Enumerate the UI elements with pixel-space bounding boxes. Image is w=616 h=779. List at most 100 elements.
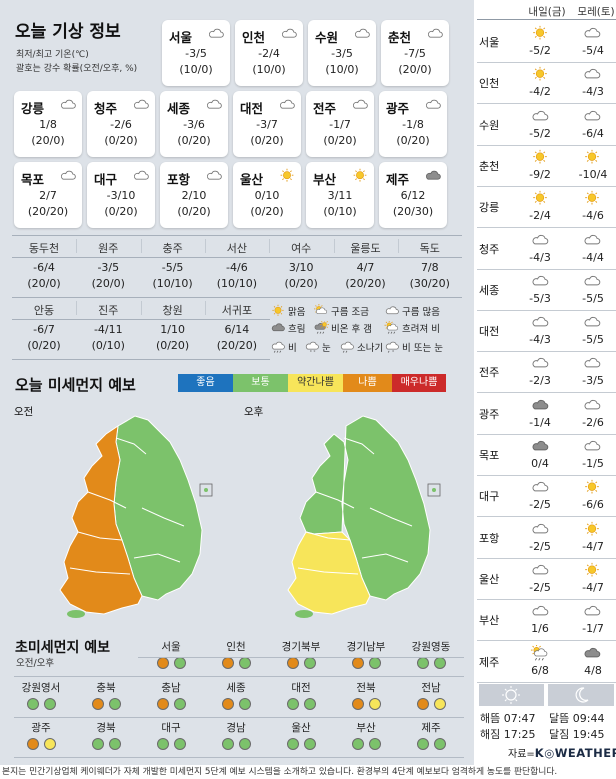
- table-divider: [76, 301, 78, 315]
- dust-level-tag: 나쁨: [343, 374, 392, 392]
- pm25-region: 부산: [333, 720, 399, 756]
- day2-temp: 4/8: [584, 663, 602, 677]
- table-rule: [12, 297, 462, 298]
- cloud-icon: [131, 97, 151, 113]
- region-name: 동두천: [28, 242, 60, 255]
- rain-icon: [270, 340, 286, 354]
- legend-item: * * 눈: [304, 340, 331, 354]
- sun-outline-icon: [502, 686, 520, 704]
- header-divider: [477, 19, 616, 20]
- region-rain: (20/0): [27, 277, 61, 290]
- pm25-region-name: 부산: [356, 722, 376, 734]
- forecast-city: 청주: [479, 242, 500, 256]
- cloud-icon: [529, 521, 551, 538]
- left-panel: 오늘 기상 정보 최저/최고 기온(℃) 괄호는 강수 확률(오전/오후, %)…: [0, 0, 474, 765]
- forecast-row: 춘천 -9/2 -10/4: [477, 146, 616, 186]
- sun-rain-icon: [384, 320, 400, 335]
- dark-cloud-icon: [270, 321, 286, 335]
- city-temp: -3/5: [185, 47, 207, 60]
- cloud-icon: [581, 25, 603, 42]
- svg-text:* *: * *: [310, 349, 316, 354]
- city-name: 대전: [240, 101, 264, 116]
- table-divider: [204, 239, 206, 253]
- cloud-icon: [529, 603, 551, 620]
- region-cell: 안동 -6/7 (0/20): [12, 297, 76, 359]
- am-level-dot: [91, 698, 104, 710]
- city-name: 춘천: [388, 30, 412, 45]
- cloud-icon: [352, 26, 372, 42]
- pm-label: 오후: [244, 406, 264, 418]
- sun-icon: [581, 562, 603, 579]
- table-rule: [12, 235, 462, 236]
- city-card: 강릉 1/8 (20/0): [14, 91, 82, 157]
- city-temp: 1/8: [39, 118, 57, 131]
- region-name: 충주: [162, 242, 183, 255]
- city-rain: (0/20): [250, 134, 284, 147]
- forecast-city: 수원: [479, 118, 500, 132]
- pm25-region: 충남: [138, 680, 204, 716]
- table-divider: [204, 301, 206, 315]
- city-rain: (0/20): [104, 205, 138, 218]
- pm25-region: 대구: [138, 720, 204, 756]
- am-label: 오전: [14, 406, 34, 418]
- forecast-panel: 내일(금) 모레(토) 서울 -5/2 -5/4 인천 -4/2 -4/3 수원 -5/2 -6…: [477, 0, 616, 765]
- forecast-city: 대구: [479, 490, 500, 504]
- region-name: 여수: [291, 242, 312, 255]
- region-cell: 여수 3/10 (0/20): [269, 235, 333, 297]
- moonrise: 달뜸 09:44: [549, 712, 605, 725]
- forecast-city: 서울: [479, 36, 500, 49]
- am-level-dot: [351, 698, 364, 710]
- row-divider: [477, 309, 616, 311]
- am-level-dot: [26, 738, 39, 750]
- pm25-region: 경남: [203, 720, 269, 756]
- city-name: 청주: [94, 101, 118, 116]
- region-rain: (0/20): [27, 339, 61, 352]
- forecast-city: 목포: [479, 449, 500, 462]
- dust-title: 오늘 미세먼지 예보: [15, 376, 136, 394]
- city-temp: -3/6: [183, 118, 205, 131]
- day1-temp: -2/5: [529, 580, 551, 594]
- region-temp: -4/6: [226, 261, 248, 274]
- pm25-subtitle: 오전/오후: [16, 658, 55, 669]
- region-rain: (10/10): [216, 277, 258, 290]
- sunrise: 해뜸 07:47: [480, 712, 536, 725]
- pm25-region: 전북: [333, 680, 399, 716]
- kweather-logo: K◎WEATHER: [534, 746, 616, 760]
- region-name: 독도: [419, 242, 440, 255]
- legend-item: 흐려져 비: [384, 320, 440, 335]
- cloud-icon: [350, 97, 370, 113]
- legend-label: 흐려져 비: [402, 324, 440, 335]
- day2-temp: -2/6: [582, 415, 604, 429]
- day2-temp: -4/4: [582, 250, 604, 264]
- region-rain: (0/20): [284, 277, 318, 290]
- region-cell: 충주 -5/5 (10/10): [141, 235, 205, 297]
- pm25-region-name: 전북: [356, 682, 376, 694]
- region-rain: (10/10): [152, 277, 193, 290]
- day2-temp: -6/6: [582, 498, 604, 512]
- sun-cloud-icon: [313, 304, 329, 318]
- day2-temp: -5/5: [582, 291, 604, 305]
- pm25-region-name: 대전: [291, 682, 311, 694]
- cloud-icon: [529, 232, 551, 249]
- day1-temp: -2/3: [529, 374, 551, 388]
- forecast-city: 세종: [479, 283, 500, 297]
- city-card: 전주 -1/7 (0/20): [306, 91, 374, 157]
- region-temp: 1/10: [160, 323, 185, 336]
- pm25-region: 강원영서: [8, 680, 74, 716]
- row-divider: [477, 144, 616, 146]
- pm-level-dot: [433, 657, 446, 669]
- forecast-row: 청주 -4/3 -4/4: [477, 229, 616, 269]
- pm-level-dot: [173, 657, 186, 669]
- region-rain: (20/20): [216, 339, 258, 352]
- city-temp: -7/5: [404, 47, 426, 60]
- city-name: 울산: [240, 172, 264, 187]
- cloud-icon: [581, 603, 603, 620]
- city-temp: -2/6: [110, 118, 132, 131]
- legend-item: 비온 후 갬: [313, 320, 372, 335]
- legend-label: 비: [288, 343, 297, 354]
- day2-temp: -4/6: [582, 209, 604, 223]
- cloud-icon: [529, 273, 551, 290]
- am-dust-map: [59, 415, 213, 618]
- city-rain: (0/20): [396, 134, 430, 147]
- dust-level-tag: 매우나쁨: [392, 374, 446, 392]
